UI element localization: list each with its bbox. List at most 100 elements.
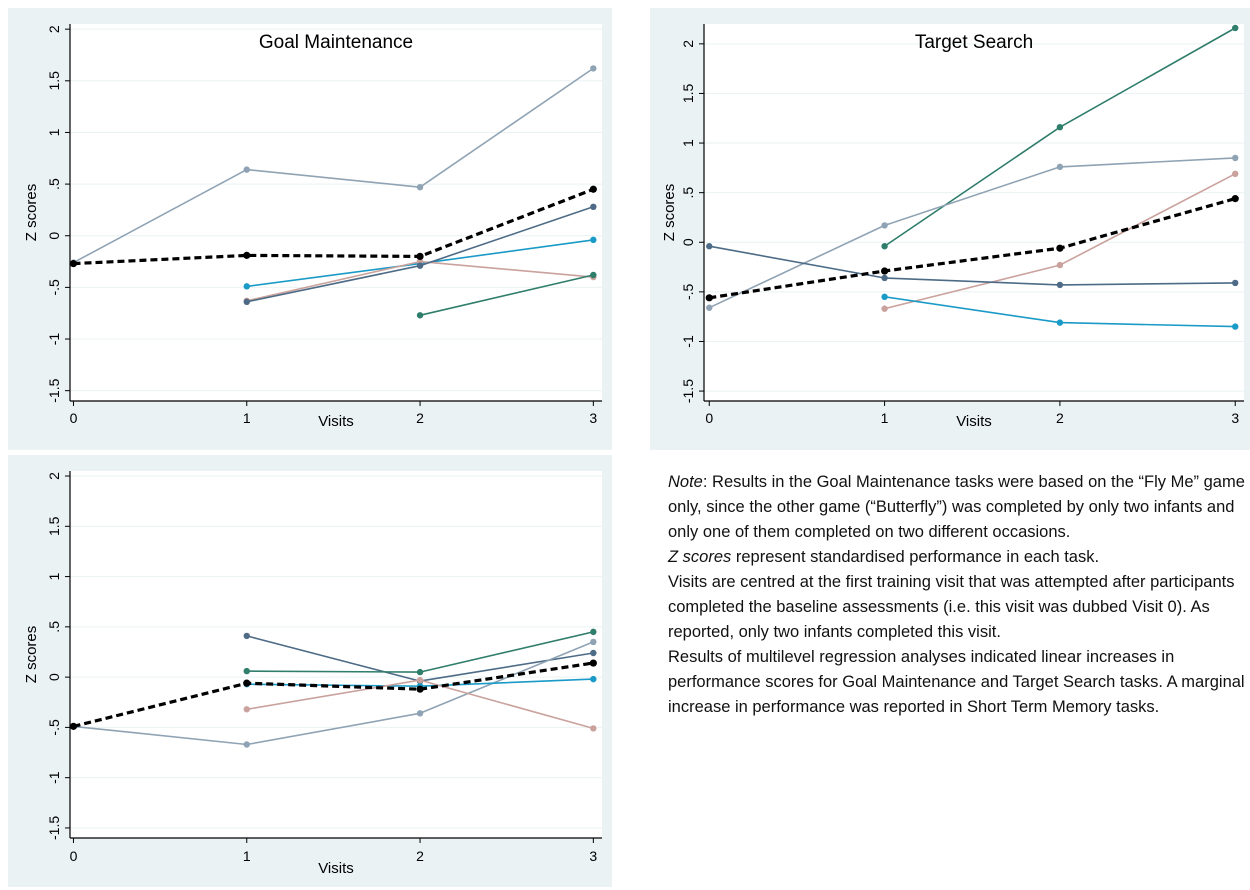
y-tick-label: 1.5 bbox=[680, 84, 696, 104]
series-point bbox=[416, 710, 424, 717]
y-tick-label: 1.5 bbox=[46, 516, 62, 536]
series-point bbox=[881, 274, 888, 282]
series-point bbox=[416, 676, 424, 684]
series-point bbox=[1232, 24, 1239, 32]
chart-title: Target Search bbox=[915, 32, 1033, 53]
series-point bbox=[1056, 261, 1064, 269]
series-point bbox=[590, 236, 597, 244]
x-axis-label: Visits bbox=[956, 413, 992, 430]
note-label: Note bbox=[668, 473, 703, 491]
series-point bbox=[1056, 163, 1064, 171]
y-tick-label: 1 bbox=[46, 128, 62, 136]
y-tick-label: 0 bbox=[46, 232, 62, 240]
x-axis-label: Visits bbox=[318, 860, 354, 877]
series-point bbox=[590, 675, 597, 683]
mean-series-point bbox=[705, 294, 713, 302]
series-point bbox=[881, 222, 888, 229]
series-line-3 bbox=[73, 641, 594, 746]
figure-note: Note: Results in the Goal Maintenance ta… bbox=[668, 470, 1248, 720]
x-tick-label: 3 bbox=[589, 410, 597, 426]
y-axis-label: Z scores bbox=[661, 184, 678, 242]
y-tick-label: -1.5 bbox=[46, 816, 62, 840]
mean-series-point bbox=[1056, 244, 1064, 252]
mean-series-point bbox=[416, 252, 424, 260]
series-point bbox=[243, 298, 250, 306]
y-tick-label: .5 bbox=[46, 178, 62, 190]
series-point bbox=[590, 638, 597, 646]
series-point bbox=[243, 283, 250, 290]
x-tick-label: 0 bbox=[70, 848, 78, 864]
mean-series-point bbox=[69, 722, 78, 730]
plot-area bbox=[70, 24, 602, 401]
series-point bbox=[1232, 279, 1239, 287]
series-point bbox=[243, 667, 250, 675]
mean-series-point bbox=[589, 185, 597, 193]
series-point bbox=[590, 65, 597, 72]
mean-series-point bbox=[1231, 195, 1239, 203]
series-point bbox=[1232, 323, 1239, 330]
x-tick-label: 3 bbox=[1231, 410, 1239, 426]
series-point bbox=[243, 166, 250, 173]
series-line-5 bbox=[419, 274, 594, 317]
x-tick-label: 2 bbox=[1056, 410, 1064, 426]
x-tick-label: 1 bbox=[881, 410, 889, 426]
note-paragraph-1-text: : Results in the Goal Maintenance tasks … bbox=[668, 473, 1245, 541]
x-tick-label: 3 bbox=[589, 848, 597, 864]
y-tick-label: -.5 bbox=[46, 279, 62, 296]
series-point bbox=[881, 243, 888, 250]
third-chart-panel: -1.5 -1 -.5 0 .5 1 1.5 2 0 1 2 3 Visits Z scores bbox=[8, 455, 612, 887]
note-paragraph-4: Results of multilevel regression analyse… bbox=[668, 648, 1245, 716]
y-tick-label: -.5 bbox=[680, 283, 696, 300]
series-point bbox=[1232, 170, 1239, 178]
series-point bbox=[1232, 154, 1239, 162]
series-point bbox=[881, 305, 888, 312]
series-point bbox=[590, 628, 597, 636]
series-point bbox=[706, 243, 713, 250]
series-point bbox=[1056, 281, 1064, 289]
y-tick-label: 2 bbox=[46, 472, 62, 480]
y-tick-label: -1.5 bbox=[680, 379, 696, 403]
y-tick-label: -1.5 bbox=[46, 378, 62, 402]
note-paragraph-3: Visits are centred at the first training… bbox=[668, 573, 1235, 641]
y-tick-label: 2 bbox=[46, 25, 62, 33]
series-line-4 bbox=[709, 245, 1236, 286]
note-paragraph-2: Z scores represent standardised performa… bbox=[668, 545, 1248, 570]
goal-maintenance-panel: -1.5 -1 -.5 0 .5 1 1.5 2 0 1 2 3 Visits Z scores Goal … bbox=[8, 8, 612, 450]
y-tick-label: 2 bbox=[680, 40, 696, 48]
x-tick-label: 0 bbox=[70, 410, 78, 426]
series-point bbox=[590, 203, 597, 211]
y-tick-label: 1 bbox=[46, 572, 62, 580]
x-tick-label: 2 bbox=[416, 848, 424, 864]
x-tick-label: 2 bbox=[416, 410, 424, 426]
y-tick-label: -1 bbox=[680, 335, 696, 348]
series-point bbox=[881, 293, 888, 301]
goal-maintenance-chart: -1.5 -1 -.5 0 .5 1 1.5 2 0 1 2 3 Visits Z scores Goal … bbox=[23, 24, 602, 430]
series-point bbox=[1056, 319, 1064, 326]
y-tick-label: .5 bbox=[46, 621, 62, 633]
x-axis-label: Visits bbox=[318, 413, 354, 430]
z-scores-term: Z scores bbox=[668, 548, 732, 566]
series-point bbox=[416, 262, 424, 269]
mean-series-line bbox=[709, 197, 1236, 300]
series-point bbox=[1056, 123, 1064, 131]
third-chart: -1.5 -1 -.5 0 .5 1 1.5 2 0 1 2 3 Visits Z scores bbox=[23, 471, 602, 877]
series-point bbox=[590, 649, 597, 657]
chart-title: Goal Maintenance bbox=[259, 32, 413, 53]
mean-series-point bbox=[416, 685, 424, 693]
y-tick-label: 0 bbox=[680, 238, 696, 246]
y-tick-label: 1 bbox=[680, 139, 696, 147]
x-tick-label: 1 bbox=[243, 410, 251, 426]
note-paragraph-1: Note: Results in the Goal Maintenance ta… bbox=[668, 470, 1248, 545]
plot-area bbox=[704, 24, 1244, 401]
series-point bbox=[416, 183, 424, 191]
mean-series-point bbox=[589, 659, 597, 667]
y-tick-label: 1.5 bbox=[46, 71, 62, 91]
y-axis-label: Z scores bbox=[23, 184, 40, 242]
target-search-panel: -1.5 -1 -.5 0 .5 1 1.5 2 0 1 2 3 Visits Z scores Targe… bbox=[650, 8, 1250, 450]
x-tick-label: 1 bbox=[243, 848, 251, 864]
y-tick-label: .5 bbox=[680, 187, 696, 199]
y-tick-label: 0 bbox=[46, 673, 62, 681]
series-point bbox=[590, 271, 597, 279]
y-tick-label: -1 bbox=[46, 771, 62, 784]
y-axis-label: Z scores bbox=[23, 626, 40, 684]
